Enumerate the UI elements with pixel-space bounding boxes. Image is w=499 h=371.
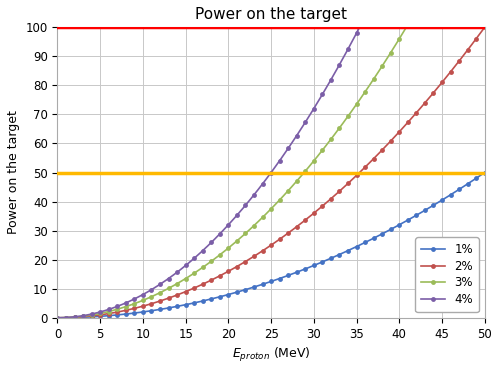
3%	[408, 17, 414, 21]
Line: 1%: 1%	[55, 170, 487, 320]
2%	[178, 291, 184, 296]
4%	[335, 66, 341, 70]
3%	[210, 258, 216, 262]
1%	[408, 216, 414, 220]
3%	[160, 289, 166, 293]
Y-axis label: Power on the target: Power on the target	[7, 111, 20, 234]
1%	[160, 306, 166, 311]
Line: 4%: 4%	[55, 0, 487, 320]
Legend: 1%, 2%, 3%, 4%: 1%, 2%, 3%, 4%	[415, 237, 479, 312]
1%	[210, 296, 216, 301]
3%	[54, 316, 60, 320]
2%	[330, 195, 336, 200]
1%	[482, 170, 488, 175]
Line: 2%: 2%	[55, 25, 487, 320]
2%	[54, 316, 60, 320]
Title: Power on the target: Power on the target	[195, 7, 347, 22]
3%	[335, 128, 341, 132]
2%	[210, 277, 216, 282]
1%	[178, 303, 184, 308]
4%	[160, 280, 166, 284]
2%	[160, 298, 166, 302]
2%	[482, 25, 488, 30]
1%	[54, 316, 60, 320]
1%	[335, 253, 341, 257]
4%	[178, 267, 184, 271]
X-axis label: $E_{proton}$ (MeV): $E_{proton}$ (MeV)	[232, 346, 310, 364]
3%	[178, 279, 184, 283]
4%	[330, 75, 336, 79]
4%	[210, 239, 216, 243]
1%	[330, 255, 336, 260]
2%	[335, 191, 341, 195]
4%	[54, 316, 60, 320]
2%	[408, 116, 414, 121]
3%	[330, 135, 336, 139]
Line: 3%: 3%	[55, 0, 487, 320]
